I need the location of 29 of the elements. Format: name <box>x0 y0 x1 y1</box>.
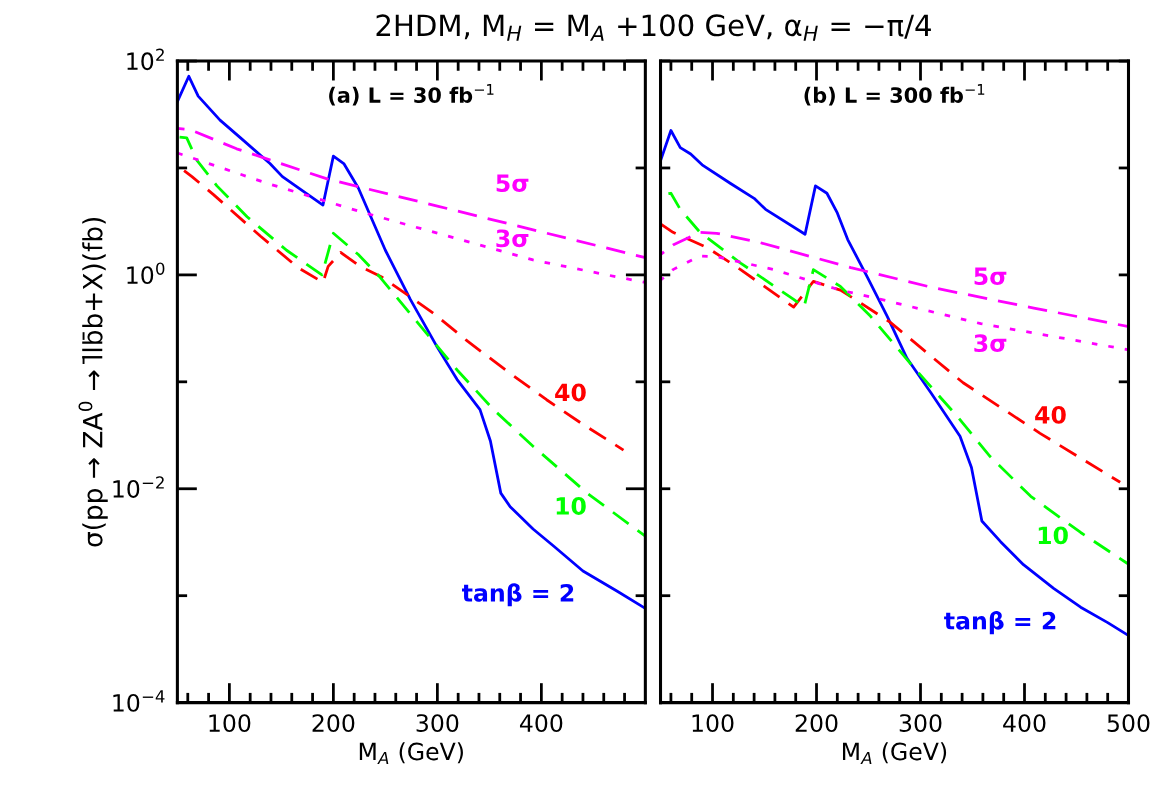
x-tick-label: 400 <box>519 714 563 733</box>
series-label: 10 <box>1038 526 1068 545</box>
series-label: 3σ <box>496 229 529 248</box>
y-tick-label: 10$^{−2}$ <box>113 476 164 498</box>
x-axis-title: M$_{A}$ (GeV) <box>359 742 463 764</box>
x-tick-label: 100 <box>692 714 734 733</box>
series-label: 10 <box>556 497 586 515</box>
x-tick-label: 300 <box>899 714 942 733</box>
y-tick-label: 10$^{2}$ <box>127 48 164 71</box>
y-axis-title: σ(pp → ZA$^{0}$ → l̄lb̄b+X)(fb) <box>78 217 108 547</box>
text: (b) L = 300 fb$^{−1}$ <box>804 84 985 106</box>
chart-title: 2HDM, M$_{H}$ = M$_{A}$ +100 GeV, α$_{H}$ = −π/4 <box>376 14 931 41</box>
series-label: tanβ = 2 <box>462 583 574 607</box>
text: (a) L = 30 fb$^{−1}$ <box>329 84 494 106</box>
series-label: 5σ <box>974 267 1007 286</box>
x-tick-label: 300 <box>416 714 459 733</box>
x-tick-label: 500 <box>1107 714 1150 733</box>
y-tick-label: 10$^{−4}$ <box>113 690 165 712</box>
x-axis-title: M$_{A}$ (GeV) <box>842 742 947 764</box>
series-label: 3σ <box>974 334 1007 353</box>
y-tick-label: 10$^{0}$ <box>127 262 165 285</box>
series-label: 40 <box>1035 405 1066 424</box>
series-label: tanβ = 2 <box>944 611 1056 635</box>
x-tick-label: 200 <box>795 714 838 733</box>
x-tick-label: 200 <box>312 714 355 733</box>
x-tick-label: 100 <box>209 714 251 733</box>
x-tick-label: 400 <box>1003 714 1046 733</box>
series-label: 40 <box>555 383 586 402</box>
series-label: 5σ <box>496 174 529 193</box>
